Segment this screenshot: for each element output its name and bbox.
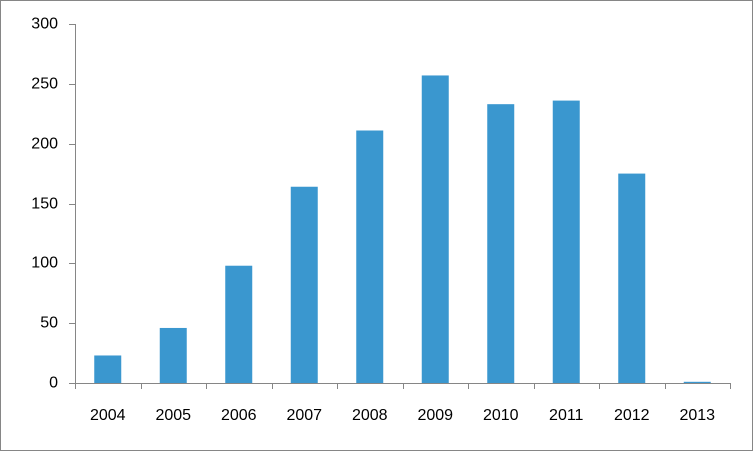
x-tick-label: 2011 xyxy=(549,407,584,424)
x-tick-label: 2006 xyxy=(221,407,257,424)
y-tick-label: 100 xyxy=(31,255,58,272)
x-tick-label: 2005 xyxy=(155,407,191,424)
y-tick-label: 50 xyxy=(40,315,58,332)
bar xyxy=(421,75,449,383)
y-tick-label: 200 xyxy=(31,136,58,153)
x-tick-label: 2007 xyxy=(286,407,322,424)
bar xyxy=(618,173,646,383)
bar xyxy=(94,355,122,383)
bar xyxy=(290,186,318,383)
y-tick-label: 0 xyxy=(49,375,58,392)
x-tick-label: 2012 xyxy=(614,407,650,424)
y-tick-label: 150 xyxy=(31,196,58,213)
bar xyxy=(225,265,253,383)
x-tick-label: 2004 xyxy=(90,407,126,424)
bar xyxy=(487,104,515,383)
y-tick-label: 300 xyxy=(31,16,58,33)
bar xyxy=(159,327,187,383)
bar xyxy=(683,381,711,383)
x-tick-label: 2008 xyxy=(352,407,388,424)
x-tick-label: 2013 xyxy=(679,407,715,424)
bar xyxy=(552,100,580,383)
x-tick-label: 2010 xyxy=(483,407,519,424)
y-tick-label: 250 xyxy=(31,76,58,93)
x-tick-label: 2009 xyxy=(417,407,453,424)
bar xyxy=(356,130,384,383)
